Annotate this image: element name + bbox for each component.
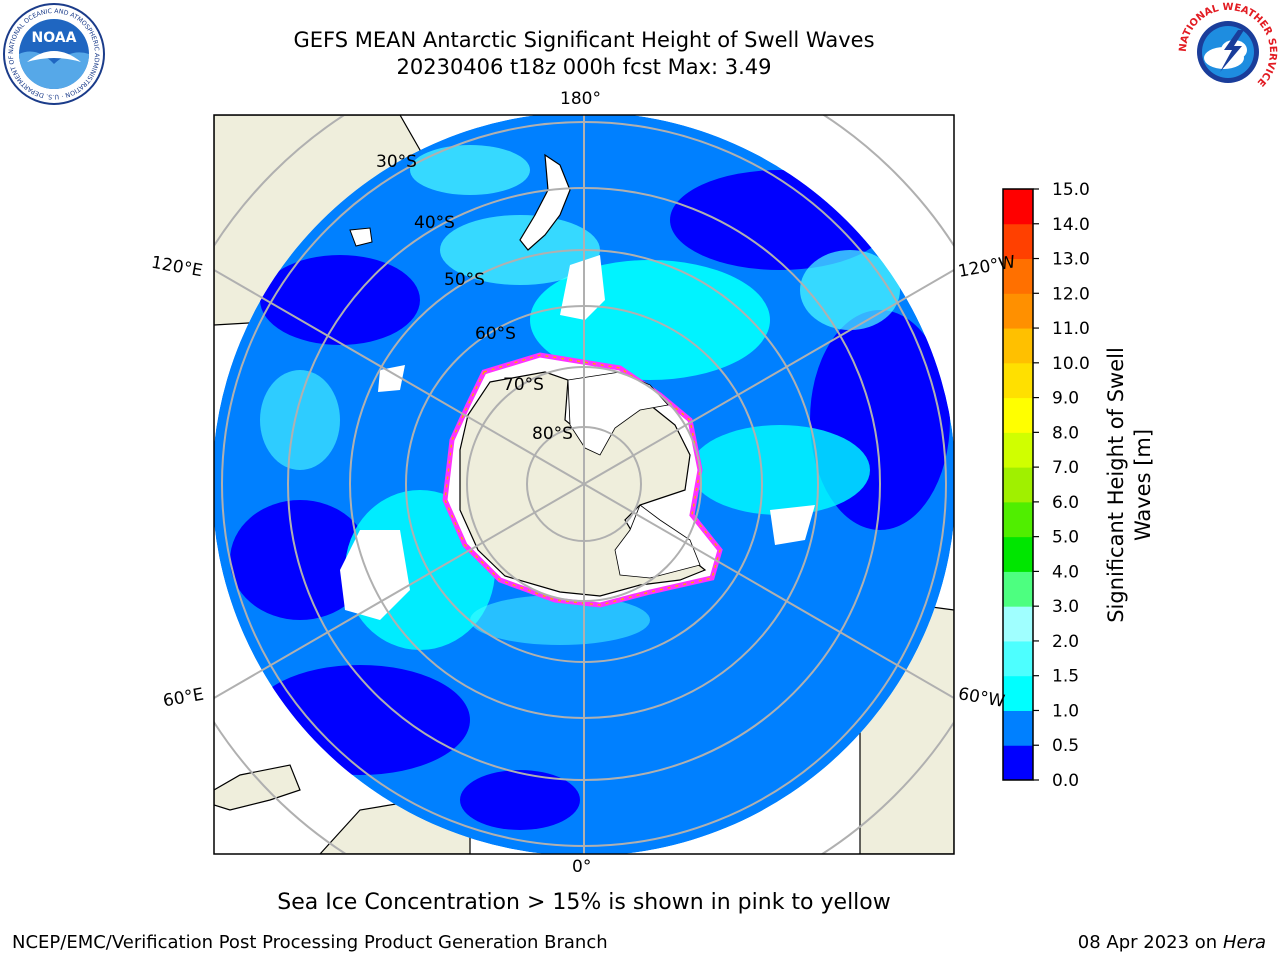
colorbar-tick-label: 9.0 bbox=[1052, 389, 1079, 409]
graticule bbox=[214, 115, 954, 854]
colorbar-tick-label: 14.0 bbox=[1052, 215, 1090, 235]
lat-label-80s: 80°S bbox=[532, 424, 573, 444]
colorbar-tick-label: 5.0 bbox=[1052, 528, 1079, 548]
colorbar-swatch bbox=[1003, 258, 1033, 294]
colorbar-swatch bbox=[1003, 501, 1033, 538]
colorbar-tick-label: 11.0 bbox=[1052, 319, 1090, 339]
colorbar-swatch bbox=[1003, 362, 1033, 399]
colorbar-swatch bbox=[1003, 675, 1033, 711]
map-frame bbox=[213, 114, 955, 855]
colorbar-tick-label: 7.0 bbox=[1052, 458, 1079, 478]
colorbar-swatch bbox=[1003, 189, 1033, 225]
colorbar-tick-label: 3.0 bbox=[1052, 597, 1079, 617]
colorbar-title: Significant Height of Swell Waves [m] bbox=[1103, 347, 1157, 623]
colorbar-tick-label: 0.5 bbox=[1052, 736, 1079, 756]
colorbar-swatch bbox=[1003, 223, 1033, 260]
lon-label-0: 0° bbox=[572, 857, 592, 877]
colorbar-tick-label: 12.0 bbox=[1052, 284, 1090, 304]
tasmania bbox=[349, 227, 373, 247]
colorbar-swatch bbox=[1003, 397, 1033, 433]
lat-label-50s: 50°S bbox=[444, 270, 485, 290]
lat-label-70s: 70°S bbox=[503, 375, 544, 395]
colorbar-tick-label: 15.0 bbox=[1052, 180, 1090, 200]
colorbar-swatch bbox=[1003, 571, 1033, 607]
lat-label-30s: 30°S bbox=[376, 152, 417, 172]
colorbar-title-line1: Significant Height of Swell bbox=[1104, 347, 1128, 623]
sea-ice-caption: Sea Ice Concentration > 15% is shown in … bbox=[277, 890, 891, 915]
colorbar-swatch bbox=[1003, 640, 1033, 677]
colorbar-swatch bbox=[1003, 293, 1033, 329]
colorbar-swatch bbox=[1003, 536, 1033, 572]
footer-credit: NCEP/EMC/Verification Post Processing Pr… bbox=[12, 932, 608, 953]
noaa-logo-icon: NATIONAL OCEANIC AND ATMOSPHERIC ADMINIS… bbox=[2, 2, 105, 105]
colorbar-tick-label: 13.0 bbox=[1052, 250, 1090, 270]
colorbar-swatch bbox=[1003, 606, 1033, 642]
nws-logo-icon: NATIONAL WEATHER SERVICE bbox=[1178, 2, 1278, 102]
lat-label-60s: 60°S bbox=[475, 324, 516, 344]
colorbar-swatch bbox=[1003, 467, 1033, 503]
colorbar-swatch bbox=[1003, 328, 1033, 364]
colorbar-tick-label: 0.0 bbox=[1052, 771, 1079, 791]
lon-label-180: 180° bbox=[560, 89, 601, 109]
colorbar-tick-label: 2.0 bbox=[1052, 632, 1079, 652]
footer-date: 08 Apr 2023 on Hera bbox=[1078, 932, 1266, 953]
colorbar-tick-label: 4.0 bbox=[1052, 562, 1079, 582]
colorbar-tick-label: 1.5 bbox=[1052, 667, 1079, 687]
weddell-ice-shelf bbox=[614, 504, 701, 579]
map-subtitle: 20230406 t18z 000h fcst Max: 3.49 bbox=[396, 55, 772, 79]
new-zealand bbox=[519, 153, 571, 251]
lat-label-40s: 40°S bbox=[414, 213, 455, 233]
colorbar-tick-label: 1.0 bbox=[1052, 701, 1079, 721]
noaa-logo-text: NOAA bbox=[32, 30, 77, 46]
colorbar-tick-label: 8.0 bbox=[1052, 423, 1079, 443]
colorbar-tick-label: 6.0 bbox=[1052, 493, 1079, 513]
colorbar-swatch bbox=[1003, 745, 1033, 781]
colorbar-tick-label: 10.0 bbox=[1052, 354, 1090, 374]
map-title: GEFS MEAN Antarctic Significant Height o… bbox=[293, 28, 875, 52]
colorbar: 0.0 0.5 1.0 1.5 2.0 3.0 4.0 5.0 6.0 7.0 8.0 9.0 10.0… bbox=[1002, 180, 1090, 791]
colorbar-swatch bbox=[1003, 710, 1033, 746]
colorbar-title-line2: Waves [m] bbox=[1131, 428, 1155, 542]
colorbar-swatch bbox=[1003, 432, 1033, 468]
footer-date-text: 08 Apr 2023 on bbox=[1077, 932, 1223, 953]
footer-host: Hera bbox=[1222, 932, 1266, 953]
colorbar-frame bbox=[1002, 188, 1034, 781]
